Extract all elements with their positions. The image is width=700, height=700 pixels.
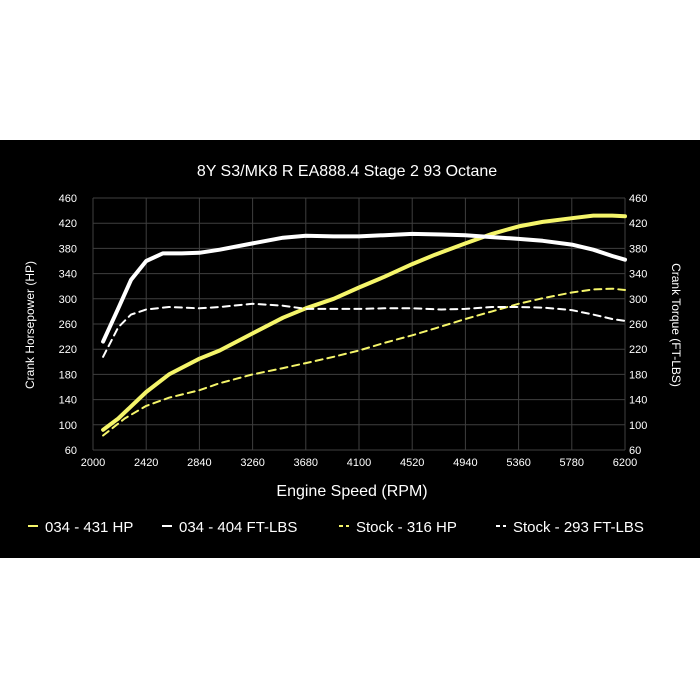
- x-tick-label: 4520: [400, 457, 424, 469]
- legend-label-2: 034 - 404 FT-LBS: [179, 519, 297, 536]
- x-tick-label: 6200: [613, 457, 637, 469]
- right-y-tick-label: 100: [629, 420, 647, 432]
- left-y-tick-label: 260: [59, 319, 77, 331]
- x-tick-label: 2000: [81, 457, 105, 469]
- left-y-tick-label: 300: [59, 294, 77, 306]
- left-y-tick-label: 100: [59, 420, 77, 432]
- right-y-tick-label: 380: [629, 243, 647, 255]
- right-y-axis-label: Crank Torque (FT-LBS): [669, 263, 683, 387]
- chart-panel: 8Y S3/MK8 R EA888.4 Stage 2 93 Octane 20…: [0, 140, 700, 558]
- right-y-tick-label: 460: [629, 193, 647, 205]
- right-y-tick-label: 340: [629, 269, 647, 281]
- x-tick-label: 2840: [187, 457, 211, 469]
- series-line-3: [102, 287, 626, 437]
- left-y-tick-label: 380: [59, 243, 77, 255]
- series-line-1: [101, 213, 627, 432]
- left-y-tick-labels: 60 100 140 180 220 260 300 340 380 420 460: [59, 193, 77, 457]
- legend-label-4: Stock - 293 FT-LBS: [513, 519, 644, 536]
- curves: [101, 213, 627, 437]
- x-tick-label: 3680: [294, 457, 318, 469]
- right-y-tick-labels: 60 100 140 180 220 260 300 340 380 420 460: [629, 193, 647, 457]
- left-y-tick-label: 340: [59, 269, 77, 281]
- x-tick-label: 4100: [347, 457, 371, 469]
- right-y-tick-label: 420: [629, 218, 647, 230]
- x-tick-labels: 2000 2420 2840 3260 3680 4100 4520 4940 5360 5780…: [81, 457, 637, 469]
- left-y-tick-label: 220: [59, 344, 77, 356]
- right-y-tick-label: 140: [629, 395, 647, 407]
- chart-title: 8Y S3/MK8 R EA888.4 Stage 2 93 Octane: [197, 163, 497, 180]
- series-line-2: [101, 231, 627, 344]
- x-tick-label: 5360: [506, 457, 530, 469]
- x-tick-label: 5780: [560, 457, 584, 469]
- legend: 034 - 431 HP 034 - 404 FT-LBS Stock - 316 …: [28, 519, 644, 536]
- x-tick-label: 3260: [240, 457, 264, 469]
- right-y-tick-label: 260: [629, 319, 647, 331]
- right-y-tick-label: 300: [629, 294, 647, 306]
- x-axis-label: Engine Speed (RPM): [276, 483, 427, 500]
- dyno-chart: 8Y S3/MK8 R EA888.4 Stage 2 93 Octane 20…: [23, 163, 683, 536]
- left-y-tick-label: 140: [59, 395, 77, 407]
- grid-lines: [92, 197, 626, 451]
- left-y-tick-label: 420: [59, 218, 77, 230]
- left-y-axis-label: Crank Horsepower (HP): [23, 261, 37, 389]
- right-y-tick-label: 180: [629, 369, 647, 381]
- left-y-tick-label: 180: [59, 369, 77, 381]
- legend-label-3: Stock - 316 HP: [356, 519, 457, 536]
- left-y-tick-label: 460: [59, 193, 77, 205]
- series-line-4: [102, 302, 626, 358]
- x-tick-label: 4940: [453, 457, 477, 469]
- left-y-tick-label: 60: [65, 445, 77, 457]
- right-y-tick-label: 220: [629, 344, 647, 356]
- legend-label-1: 034 - 431 HP: [45, 519, 133, 536]
- right-y-tick-label: 60: [629, 445, 641, 457]
- x-tick-label: 2420: [134, 457, 158, 469]
